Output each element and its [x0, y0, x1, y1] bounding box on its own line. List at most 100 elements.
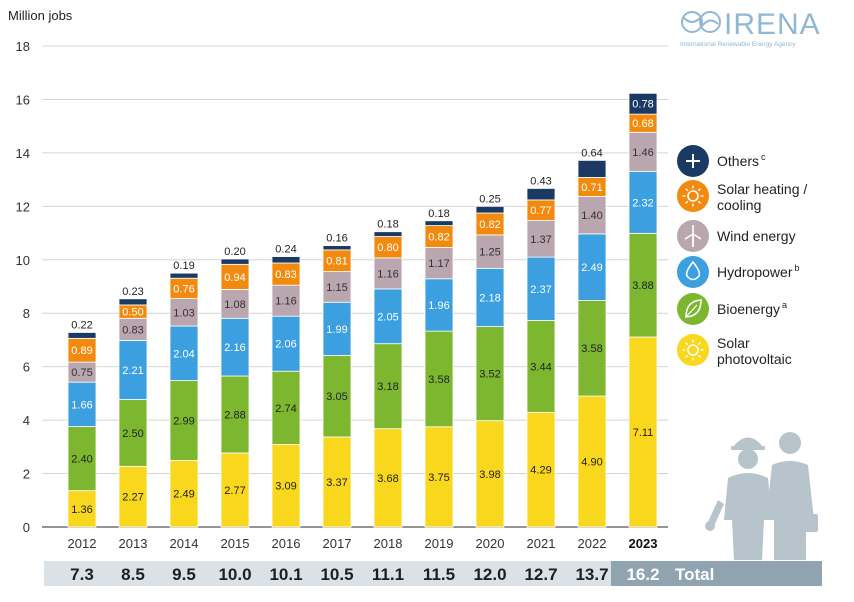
x-tick-label: 2013 — [119, 536, 148, 551]
data-label: 0.64 — [581, 147, 602, 159]
bar-segment — [424, 247, 454, 280]
x-tick-label: 2015 — [221, 536, 250, 551]
data-label: 1.15 — [326, 282, 347, 294]
bar-segment — [577, 196, 607, 235]
bar-segment — [271, 315, 301, 372]
data-label: 1.46 — [632, 147, 653, 159]
total-value: 10.0 — [218, 565, 251, 584]
data-label: 2.40 — [71, 454, 92, 466]
total-value: 8.5 — [121, 565, 145, 584]
x-tick-label: 2021 — [527, 536, 556, 551]
wrench-icon — [708, 500, 724, 526]
bar-segment — [220, 375, 250, 454]
bar-segment — [526, 220, 556, 258]
data-label: 3.58 — [581, 343, 602, 355]
bar-segment — [169, 272, 199, 279]
bar-segment — [628, 131, 658, 172]
wind-turbine-icon — [677, 220, 709, 252]
legend-label: Solar — [717, 335, 750, 351]
bar-segment — [220, 258, 250, 265]
total-value: 13.7 — [575, 565, 608, 584]
y-tick-label: 14 — [16, 146, 30, 161]
globe-icon — [681, 11, 721, 33]
bar-segment — [475, 234, 505, 269]
data-label: 3.75 — [428, 472, 449, 484]
legend-item: Hydropower b — [677, 256, 800, 288]
bar-segment — [220, 263, 250, 290]
x-tick-label: 2022 — [578, 536, 607, 551]
data-label: 2.18 — [479, 292, 500, 304]
bar-segment — [424, 426, 454, 528]
totals-band — [44, 561, 611, 586]
bar-segment — [628, 232, 658, 338]
data-label: 0.76 — [173, 283, 194, 295]
hard-hat-icon — [733, 437, 763, 447]
data-label: 3.44 — [530, 361, 551, 373]
data-label: 0.89 — [71, 345, 92, 357]
bar-stack-2018: 3.68 3.18 2.05 1.16 0.80 0.18 — [373, 219, 403, 528]
data-label: 1.16 — [275, 296, 296, 308]
irena-logo: IRENA International Renewable Energy Age… — [680, 8, 820, 48]
bar-stack-2021: 4.29 3.44 2.37 1.37 0.77 0.43 — [526, 175, 556, 528]
data-label: 1.17 — [428, 258, 449, 270]
data-label: 2.05 — [377, 311, 398, 323]
legend-label: cooling — [717, 197, 761, 213]
bar-stack-2015: 2.77 2.88 2.16 1.08 0.94 0.20 — [220, 246, 250, 528]
bar-stack-2022: 4.90 3.58 2.49 1.40 0.71 0.64 — [577, 147, 607, 528]
bar-stack-2023: 7.11 3.88 2.32 1.46 0.68 0.78 — [628, 92, 658, 528]
workers-illustration-icon — [705, 432, 818, 560]
bar-stacks: 1.36 2.40 1.66 0.75 0.89 0.22 2.27 2.50 2.21 0.83… — [67, 92, 658, 528]
bar-segment — [169, 325, 199, 381]
bar-segment — [67, 381, 97, 427]
x-tick-label: 2012 — [68, 536, 97, 551]
data-label: 4.90 — [581, 457, 602, 469]
y-tick-label: 10 — [16, 253, 30, 268]
x-tick-labels: 2012 2013 2014 2015 2016 2017 2018 2019 2020 2021… — [68, 536, 658, 551]
bar-segment — [628, 92, 658, 115]
legend-label: Hydropower b — [717, 263, 800, 280]
data-label: 0.80 — [377, 242, 398, 254]
bar-stack-2019: 3.75 3.58 1.96 1.17 0.82 0.18 — [424, 208, 454, 528]
total-value: 10.1 — [269, 565, 302, 584]
bar-segment — [475, 420, 505, 528]
data-label: 2.49 — [173, 489, 194, 501]
x-tick-label: 2018 — [374, 536, 403, 551]
bar-segment — [322, 271, 352, 303]
bar-stack-2012: 1.36 2.40 1.66 0.75 0.89 0.22 — [67, 319, 97, 528]
bar-segment — [67, 332, 97, 339]
data-label: 2.49 — [581, 262, 602, 274]
bar-segment — [628, 170, 658, 234]
bar-segment — [577, 395, 607, 528]
data-label: 0.82 — [428, 232, 449, 244]
y-tick-label: 4 — [23, 413, 30, 428]
data-label: 7.11 — [633, 427, 654, 439]
data-label: 0.83 — [275, 269, 296, 281]
bar-stack-2020: 3.98 3.52 2.18 1.25 0.82 0.25 — [475, 193, 505, 528]
data-label: 0.16 — [326, 233, 347, 245]
data-label: 0.22 — [71, 319, 92, 331]
data-label: 0.77 — [530, 205, 551, 217]
data-label: 1.16 — [377, 268, 398, 280]
data-label: 0.82 — [479, 219, 500, 231]
legend: Others c Solar heating /cooling Wind energy… — [677, 145, 807, 367]
bar-segment — [424, 220, 454, 226]
bar-segment — [271, 256, 301, 264]
bar-segment — [118, 298, 148, 306]
bar-segment — [424, 330, 454, 428]
logo-tagline: International Renewable Energy Agency — [680, 41, 796, 48]
bar-segment — [373, 288, 403, 345]
x-tick-label: 2014 — [170, 536, 199, 551]
y-tick-label: 8 — [23, 306, 30, 321]
bar-segment — [373, 343, 403, 430]
data-label: 0.71 — [581, 182, 602, 194]
bar-segment — [577, 299, 607, 397]
data-label: 2.37 — [530, 284, 551, 296]
bar-stack-2016: 3.09 2.74 2.06 1.16 0.83 0.24 — [271, 244, 301, 528]
data-label: 0.20 — [224, 246, 245, 258]
data-label: 2.50 — [122, 428, 143, 440]
total-label: Total — [675, 565, 714, 584]
data-label: 2.99 — [173, 416, 194, 428]
data-label: 0.81 — [326, 256, 347, 268]
